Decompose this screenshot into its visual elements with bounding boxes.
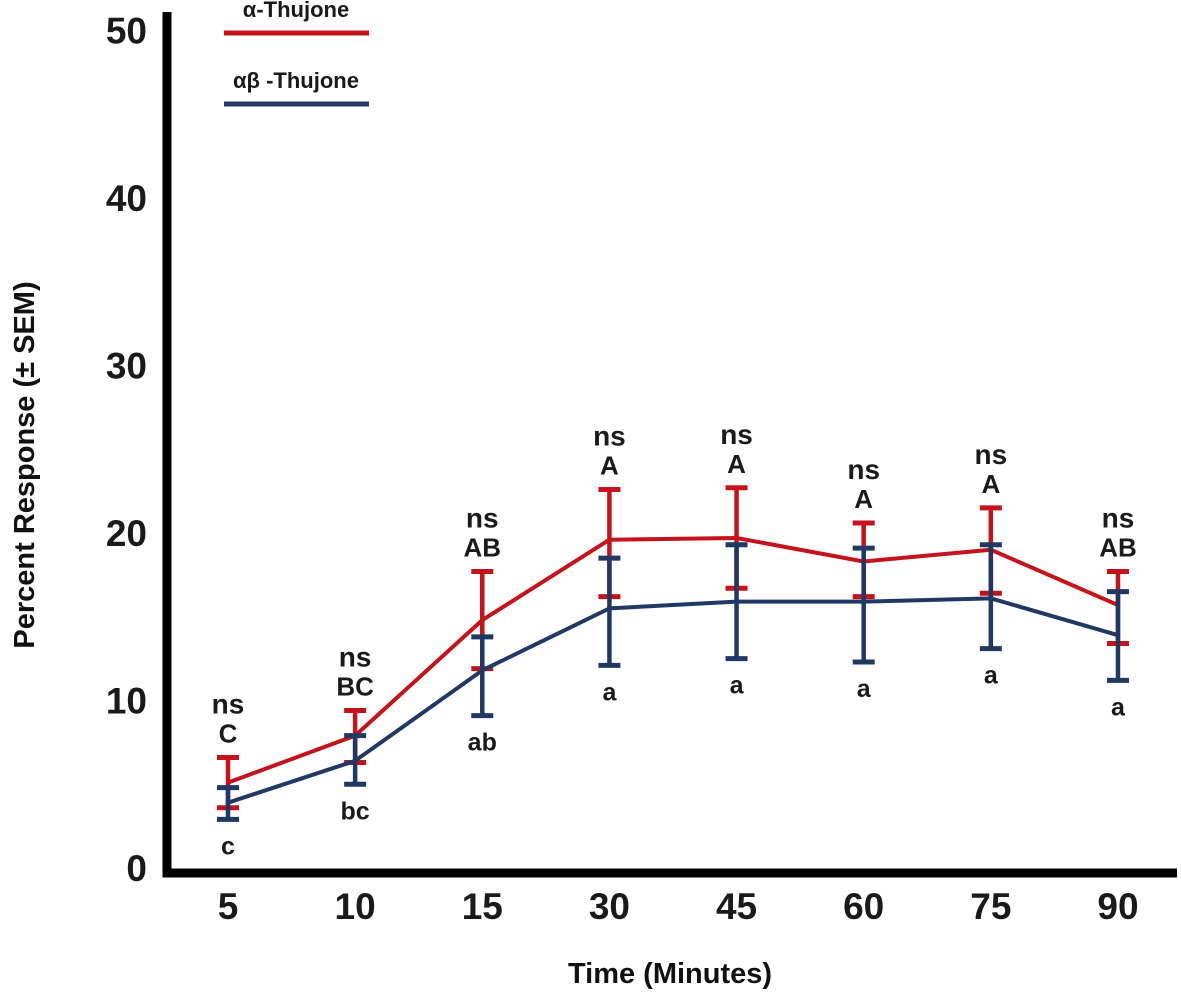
annotation-group-letter-lower: bc xyxy=(341,797,370,825)
annotation-group-letter-upper: A xyxy=(981,469,1000,499)
annotation-ns: ns xyxy=(466,503,499,534)
x-tick-label: 30 xyxy=(589,886,630,927)
y-tick-label: 30 xyxy=(106,346,147,387)
annotation-group-letter-lower: a xyxy=(984,662,999,690)
annotation-group-letter-lower: c xyxy=(221,832,235,860)
legend-label-alpha-thujone: α-Thujone xyxy=(243,0,349,22)
y-tick-label: 40 xyxy=(106,178,147,219)
annotation-group-letter-lower: a xyxy=(857,675,872,703)
x-axis-title: Time (Minutes) xyxy=(568,958,772,990)
annotation-group-letter-upper: BC xyxy=(336,672,374,702)
annotation-ns: ns xyxy=(720,419,753,450)
y-tick-label: 10 xyxy=(106,681,147,722)
annotation-ns: ns xyxy=(1102,503,1135,534)
annotation-ns: ns xyxy=(339,642,372,673)
x-tick-label: 15 xyxy=(462,886,503,927)
x-tick-label: 90 xyxy=(1097,886,1138,927)
y-axis-title: Percent Response (± SEM) xyxy=(9,281,41,648)
annotation-ns: ns xyxy=(212,688,245,719)
annotation-group-letter-lower: a xyxy=(602,678,617,706)
annotation-group-letter-upper: A xyxy=(854,484,873,514)
annotation-group-letter-upper: C xyxy=(219,718,238,748)
annotation-ns: ns xyxy=(974,439,1007,470)
legend xyxy=(224,30,369,107)
series-alpha-beta-thujone xyxy=(217,542,1129,822)
legend-label-alpha-beta-thujone: αβ -Thujone xyxy=(233,68,359,93)
y-tick-label: 0 xyxy=(126,848,147,889)
annotation-ns: ns xyxy=(847,454,880,485)
x-tick-label: 45 xyxy=(716,886,757,927)
annotation-group-letter-lower: a xyxy=(730,672,745,700)
x-tick-label: 75 xyxy=(970,886,1011,927)
annotation-group-letter-lower: ab xyxy=(468,729,497,757)
series-line-alpha-beta-thujone xyxy=(227,596,1119,805)
annotation-group-letter-upper: AB xyxy=(463,533,501,563)
annotation-group-letter-lower: a xyxy=(1111,693,1126,721)
series-line-alpha-thujone xyxy=(227,536,1119,785)
y-tick-label: 50 xyxy=(106,11,147,52)
x-tick-label: 10 xyxy=(335,886,376,927)
annotation-group-letter-upper: A xyxy=(727,449,746,479)
y-tick-label: 20 xyxy=(106,513,147,554)
x-tick-label: 60 xyxy=(843,886,884,927)
annotation-ns: ns xyxy=(593,420,626,451)
x-tick-label: 5 xyxy=(218,886,239,927)
annotation-group-letter-upper: A xyxy=(600,450,619,480)
annotation-group-letter-upper: AB xyxy=(1099,533,1137,563)
